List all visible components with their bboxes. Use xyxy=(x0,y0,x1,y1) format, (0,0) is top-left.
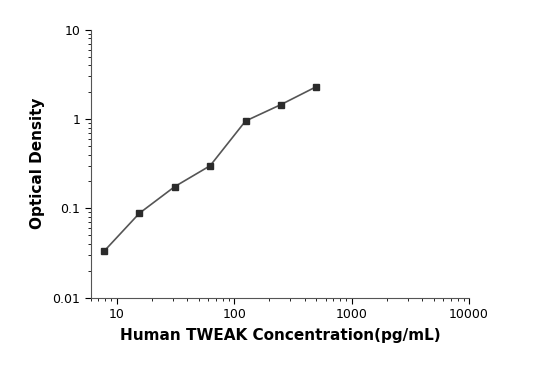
Y-axis label: Optical Density: Optical Density xyxy=(30,98,45,230)
X-axis label: Human TWEAK Concentration(pg/mL): Human TWEAK Concentration(pg/mL) xyxy=(119,328,440,343)
